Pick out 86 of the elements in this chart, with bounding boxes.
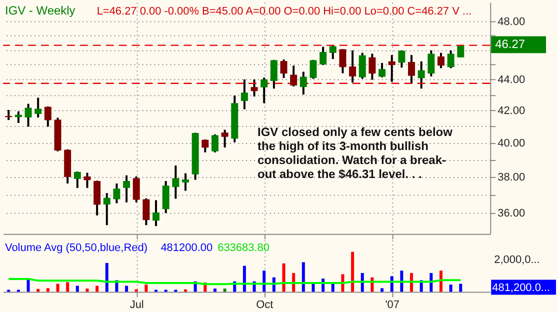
candlestick bbox=[240, 78, 248, 110]
candlestick bbox=[280, 58, 288, 79]
candlestick bbox=[211, 133, 218, 154]
y-tick-label: 44.00 bbox=[498, 74, 526, 86]
bar bbox=[96, 286, 99, 292]
candlestick bbox=[358, 52, 366, 80]
bar bbox=[242, 266, 246, 292]
chart-title: IGV - Weekly bbox=[4, 3, 76, 18]
text: 46.27 bbox=[495, 37, 526, 52]
candlestick bbox=[103, 192, 110, 226]
x-tick-label: '07 bbox=[385, 299, 400, 312]
candlestick bbox=[290, 64, 298, 88]
candlestick bbox=[398, 49, 406, 69]
candlestick bbox=[447, 49, 454, 70]
bar bbox=[282, 263, 286, 292]
candlestick bbox=[437, 52, 444, 70]
candlestick bbox=[94, 180, 101, 216]
bar bbox=[302, 262, 305, 292]
bar bbox=[351, 252, 354, 292]
candlestick bbox=[221, 128, 228, 148]
x-tick-label: Jul bbox=[130, 299, 144, 312]
bar bbox=[331, 284, 334, 292]
bar bbox=[66, 282, 70, 292]
candlestick bbox=[320, 46, 327, 66]
candlestick bbox=[270, 58, 278, 90]
bar bbox=[312, 284, 315, 292]
bar bbox=[76, 286, 79, 292]
candlestick bbox=[142, 197, 150, 226]
candlestick bbox=[260, 76, 268, 104]
candlestick bbox=[250, 78, 258, 98]
candlestick bbox=[162, 180, 170, 214]
bar bbox=[449, 284, 452, 292]
candlestick bbox=[152, 199, 160, 228]
text: 2,000,0... bbox=[494, 254, 540, 266]
x-tick-label: Oct bbox=[256, 299, 274, 312]
bar bbox=[223, 288, 226, 292]
candlestick bbox=[349, 49, 356, 84]
candlestick bbox=[310, 58, 317, 80]
bar bbox=[213, 288, 216, 292]
candlestick bbox=[123, 174, 130, 204]
candlestick bbox=[24, 102, 32, 128]
candlestick bbox=[329, 44, 336, 60]
text: 481,200.0... bbox=[492, 282, 550, 294]
candlestick bbox=[339, 48, 346, 74]
y-tick-label: 48.00 bbox=[498, 16, 526, 28]
bar bbox=[380, 288, 384, 292]
candlestick bbox=[84, 172, 91, 189]
candlestick bbox=[300, 70, 307, 96]
bar bbox=[125, 286, 128, 292]
candlestick bbox=[113, 182, 120, 204]
y-tick-label: 40.00 bbox=[498, 137, 526, 150]
candlestick bbox=[5, 108, 12, 122]
annotation: 481200.00 bbox=[160, 242, 213, 254]
y-tick-label: 42.00 bbox=[498, 104, 526, 117]
bar bbox=[105, 263, 108, 292]
bar bbox=[36, 288, 40, 292]
candlestick bbox=[172, 164, 180, 200]
bar bbox=[262, 270, 266, 292]
bar bbox=[86, 288, 89, 292]
candlestick bbox=[418, 60, 425, 90]
y-tick-label: 38.00 bbox=[498, 172, 526, 184]
candlestick bbox=[202, 138, 209, 154]
candlestick bbox=[44, 105, 52, 128]
candlestick bbox=[388, 54, 396, 83]
bar bbox=[46, 288, 50, 292]
bar bbox=[439, 270, 442, 292]
candlestick bbox=[132, 175, 140, 204]
candlestick bbox=[378, 62, 386, 78]
candlestick bbox=[368, 52, 376, 81]
candlestick bbox=[428, 49, 435, 78]
bar bbox=[459, 284, 462, 292]
candlestick bbox=[34, 96, 42, 118]
bar bbox=[400, 270, 404, 292]
chart-title: Volume Avg (50,50,blue,Red) bbox=[4, 242, 148, 254]
candlestick bbox=[74, 170, 81, 189]
candlestick bbox=[14, 110, 22, 124]
bar bbox=[134, 289, 138, 292]
annotation: 633683.80 bbox=[218, 242, 270, 254]
bar bbox=[56, 284, 60, 292]
chart-subtitle: L=46.27 0.00 -0.00% B=45.00 A=0.00 O=0.00 Hi=0.00 Lo=0.00 C=46.27 V ... bbox=[96, 5, 472, 18]
bar bbox=[144, 284, 148, 292]
y-tick-label: 36.00 bbox=[498, 208, 526, 220]
bar bbox=[184, 289, 187, 292]
candlestick bbox=[182, 172, 189, 192]
annotation: IGV closed only a few cents below the high of its 3-month bullish consolidation. Watch for a break- out above the $46.31 level. . . bbox=[258, 125, 454, 181]
candlestick bbox=[408, 54, 415, 84]
